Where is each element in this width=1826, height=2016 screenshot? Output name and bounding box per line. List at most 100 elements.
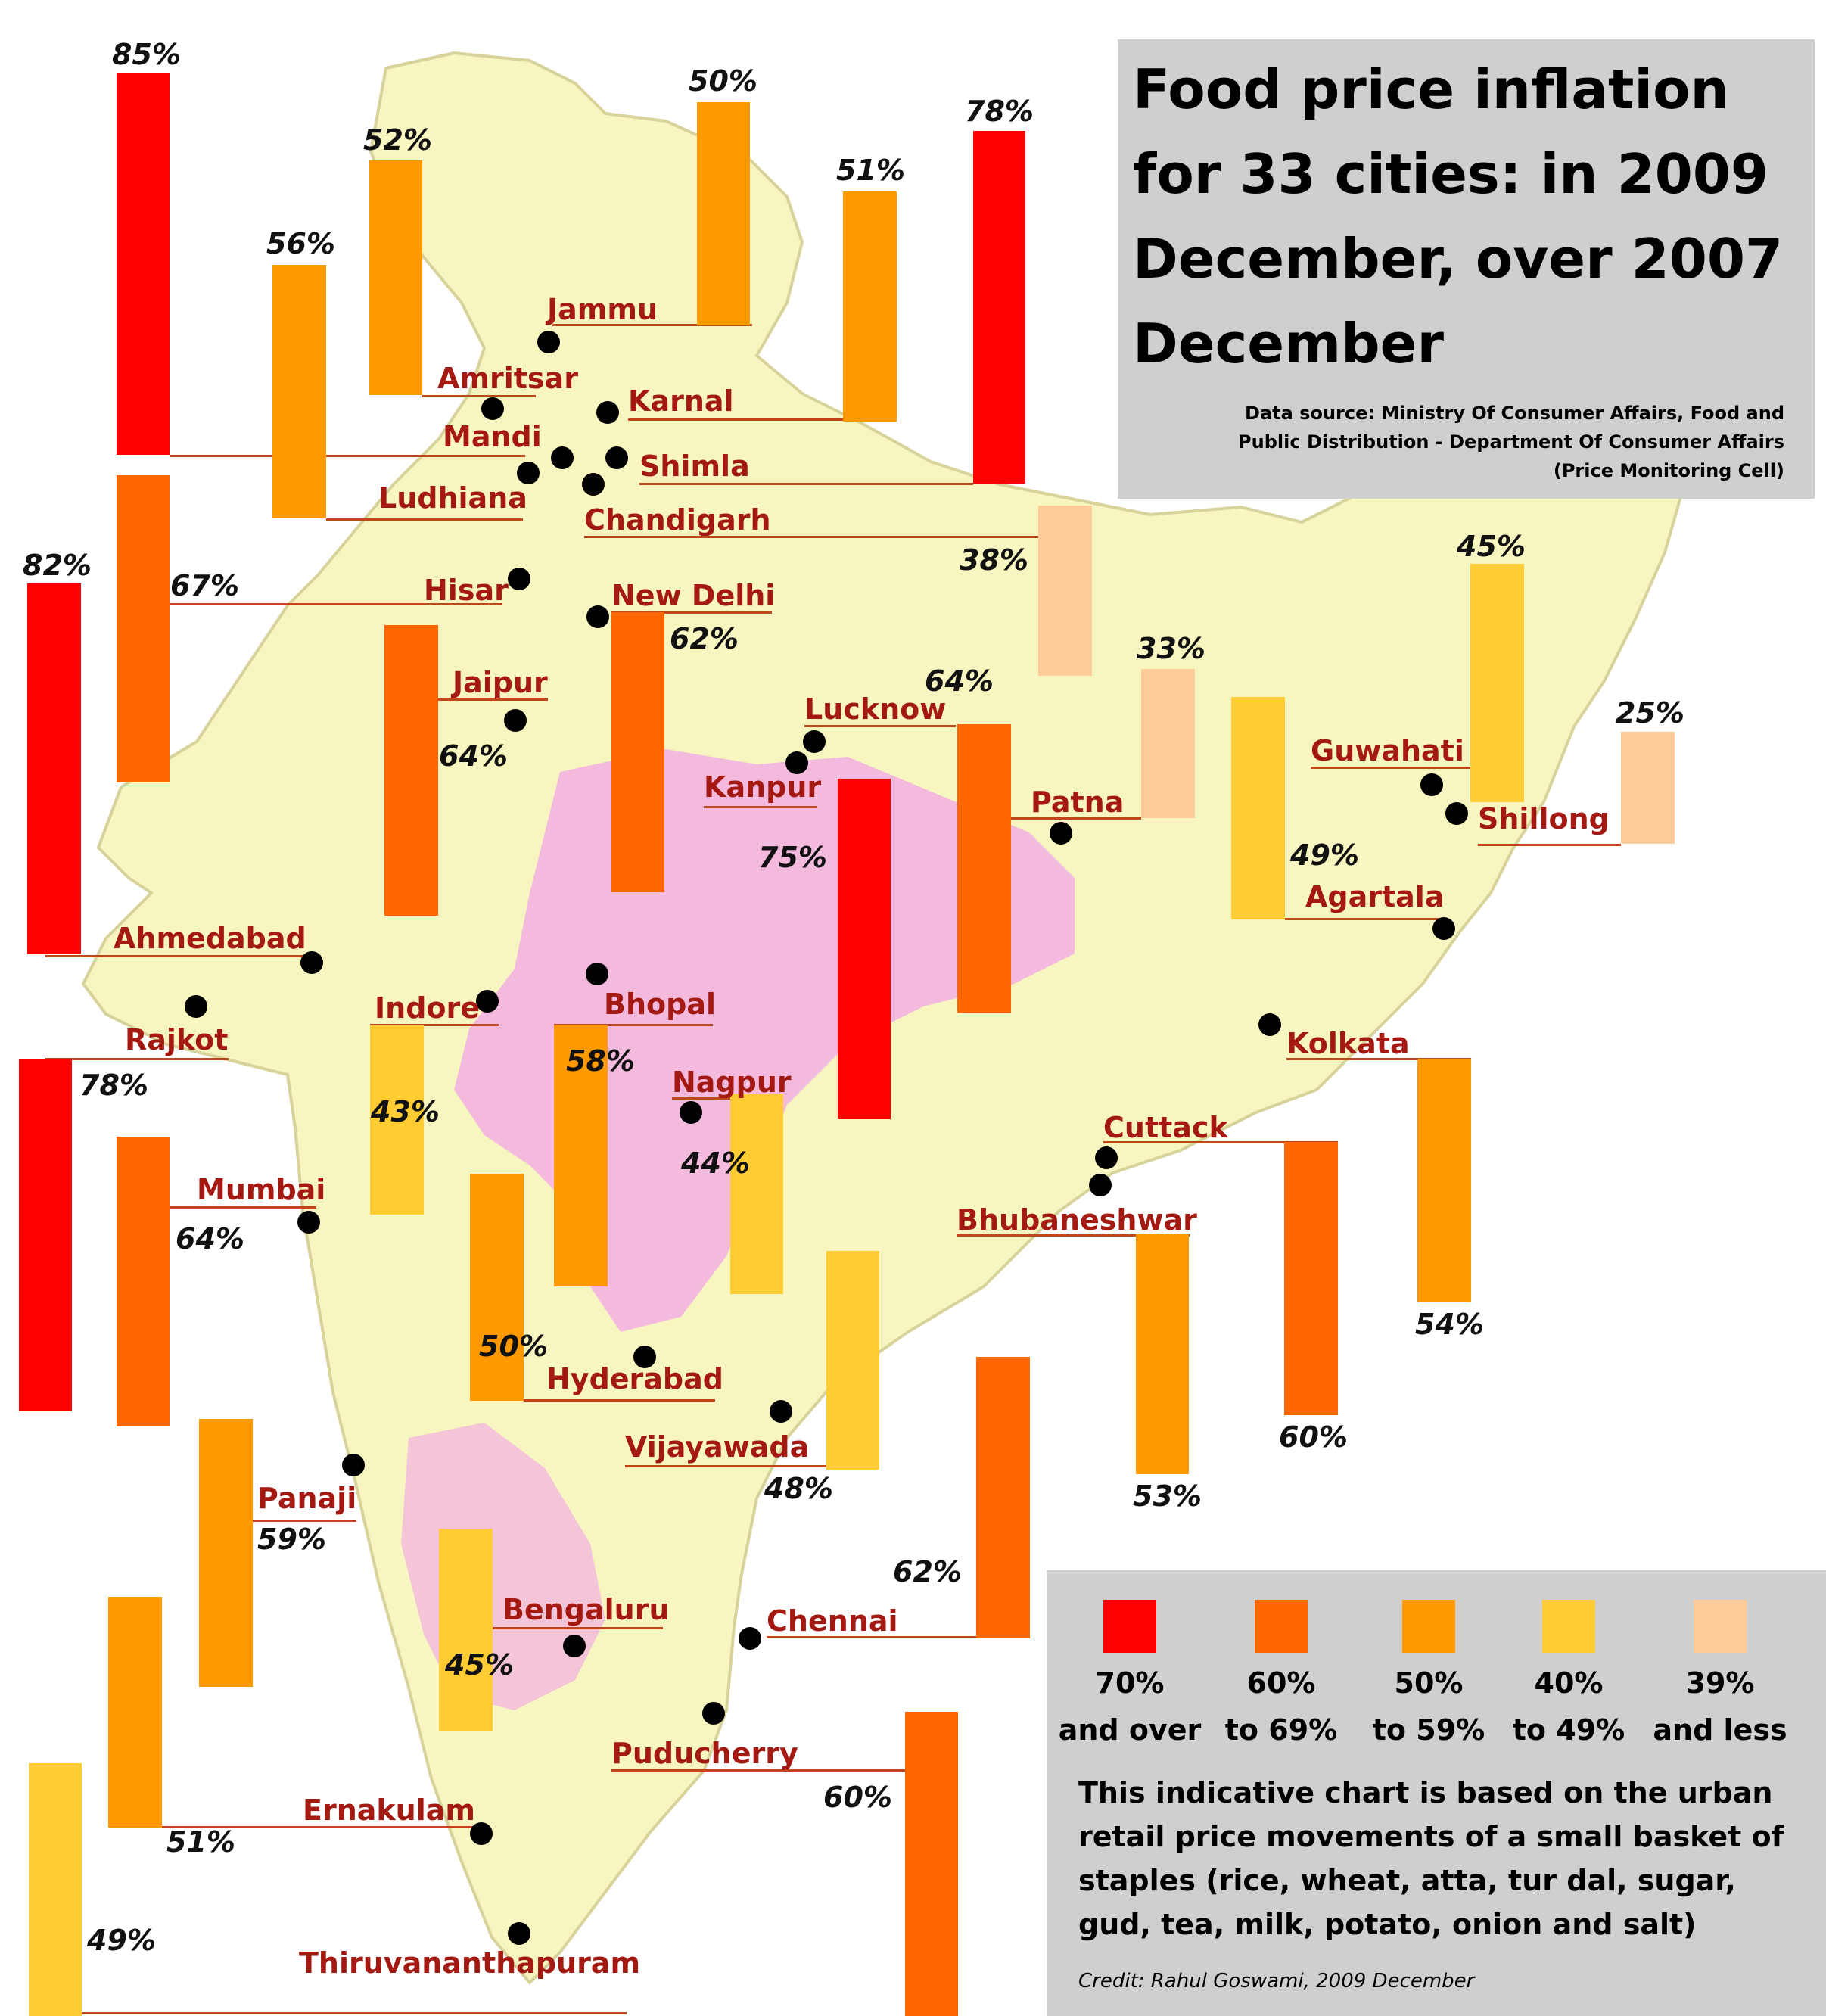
- value-label-puducherry: 60%: [823, 1781, 892, 1814]
- legend-swatch-39-less: [1694, 1600, 1747, 1653]
- city-label-mumbai: Mumbai: [197, 1173, 326, 1206]
- value-label-bhubaneshwar: 53%: [1133, 1479, 1202, 1513]
- bar-hisar: [117, 475, 170, 782]
- bar-nagpur: [730, 1094, 783, 1294]
- bar-hyderabad: [470, 1174, 524, 1401]
- leader-line-lucknow: [804, 725, 956, 727]
- bar-agartala: [1231, 697, 1285, 919]
- bar-mumbai: [117, 1137, 170, 1426]
- leader-line-thiruvananthapuram: [82, 2012, 627, 2014]
- city-label-guwahati: Guwahati: [1311, 734, 1464, 767]
- bar-puducherry: [905, 1712, 958, 2016]
- leader-line-rajkot: [45, 1058, 229, 1060]
- city-label-hisar: Hisar: [424, 574, 509, 607]
- leader-line-mumbai: [170, 1206, 316, 1209]
- value-label-nagpur: 44%: [681, 1146, 750, 1180]
- city-dot-karnal: [596, 401, 619, 424]
- bar-vijayawada: [826, 1251, 879, 1470]
- value-label-bengaluru: 45%: [445, 1648, 514, 1682]
- bar-ahmedabad: [27, 583, 81, 954]
- bar-new-delhi: [611, 612, 664, 892]
- city-dot-shimla: [605, 446, 628, 469]
- bar-thiruvananthapuram: [29, 1763, 82, 2016]
- city-dot-chandigarh: [582, 473, 605, 496]
- leader-line-kolkata: [1286, 1058, 1471, 1060]
- leader-line-jammu: [552, 324, 752, 326]
- city-label-bhopal: Bhopal: [604, 988, 716, 1021]
- city-label-bengaluru: Bengaluru: [502, 1593, 670, 1626]
- city-dot-kanpur: [785, 751, 808, 774]
- leader-line-ernakulam: [162, 1826, 484, 1828]
- bar-jaipur: [384, 625, 438, 916]
- bar-guwahati: [1470, 564, 1524, 802]
- leader-line-indore: [370, 1024, 499, 1026]
- city-dot-chennai: [739, 1627, 761, 1650]
- legend-label-40-49: 40% to 49%: [1512, 1666, 1625, 1747]
- leader-line-shillong: [1478, 844, 1621, 846]
- bar-shillong: [1621, 732, 1675, 844]
- city-dot-thiruvananthapuram: [508, 1922, 530, 1945]
- city-label-rajkot: Rajkot: [125, 1023, 229, 1056]
- city-label-agartala: Agartala: [1305, 880, 1445, 913]
- leader-line-panaji: [253, 1520, 356, 1522]
- leader-line-puducherry: [611, 1769, 905, 1772]
- city-label-chandigarh: Chandigarh: [584, 503, 771, 537]
- legend-label-60-69: 60% to 69%: [1224, 1666, 1338, 1747]
- bar-jammu: [697, 102, 750, 325]
- value-label-shillong: 25%: [1616, 696, 1684, 730]
- value-label-hisar: 67%: [170, 569, 239, 602]
- bar-mandi: [117, 73, 170, 455]
- city-label-indore: Indore: [375, 991, 481, 1025]
- city-label-panaji: Panaji: [257, 1482, 357, 1515]
- city-dot-nagpur: [680, 1101, 702, 1124]
- city-dot-rajkot: [185, 995, 207, 1018]
- value-label-rajkot: 78%: [79, 1069, 148, 1102]
- city-dot-lucknow: [803, 730, 826, 753]
- city-label-hyderabad: Hyderabad: [546, 1362, 723, 1395]
- leader-line-chandigarh: [584, 536, 1038, 538]
- bar-ernakulam: [108, 1597, 162, 1828]
- city-label-kolkata: Kolkata: [1286, 1027, 1410, 1060]
- value-label-panaji: 59%: [257, 1523, 326, 1556]
- city-label-shimla: Shimla: [639, 450, 750, 483]
- city-label-kanpur: Kanpur: [704, 770, 822, 804]
- leader-line-mandi: [170, 455, 525, 457]
- value-label-shimla: 78%: [965, 95, 1034, 128]
- value-label-ludhiana: 56%: [266, 227, 335, 260]
- value-label-patna: 33%: [1137, 632, 1205, 665]
- bar-bhopal: [554, 1025, 608, 1286]
- city-dot-bengaluru: [563, 1635, 586, 1657]
- city-dot-jaipur: [504, 709, 527, 732]
- value-label-hyderabad: 50%: [479, 1330, 548, 1363]
- city-label-bhubaneshwar: Bhubaneshwar: [957, 1203, 1197, 1237]
- value-label-lucknow: 64%: [925, 664, 994, 698]
- data-source: Data source: Ministry Of Consumer Affair…: [1238, 403, 1784, 481]
- value-label-kolkata: 54%: [1415, 1308, 1484, 1341]
- leader-line-ludhiana: [326, 518, 523, 521]
- bar-chennai: [976, 1357, 1030, 1638]
- value-label-ahmedabad: 82%: [23, 549, 92, 582]
- city-dot-ahmedabad: [300, 951, 323, 974]
- bar-chandigarh: [1038, 506, 1092, 676]
- value-label-agartala: 49%: [1290, 838, 1359, 872]
- bar-rajkot: [19, 1059, 72, 1411]
- bar-panaji: [199, 1419, 253, 1687]
- value-label-thiruvananthapuram: 49%: [87, 1924, 156, 1957]
- city-label-lucknow: Lucknow: [804, 692, 947, 726]
- legend-swatch-60-69: [1255, 1600, 1308, 1653]
- city-dot-cuttack: [1095, 1146, 1118, 1169]
- leader-line-agartala: [1285, 918, 1439, 920]
- leader-line-bengaluru: [492, 1627, 663, 1629]
- bar-shimla: [973, 131, 1025, 484]
- bar-bhubaneshwar: [1136, 1234, 1189, 1474]
- chart-title: Food price inflation for 33 cities: in 2…: [1133, 58, 1784, 375]
- bar-kanpur: [838, 779, 891, 1119]
- leader-line-new-delhi: [611, 611, 772, 614]
- city-dot-jammu: [537, 331, 560, 353]
- value-label-jaipur: 64%: [439, 739, 508, 773]
- bar-bengaluru: [439, 1529, 493, 1731]
- leader-line-kanpur: [704, 806, 817, 808]
- city-label-ludhiana: Ludhiana: [378, 481, 527, 515]
